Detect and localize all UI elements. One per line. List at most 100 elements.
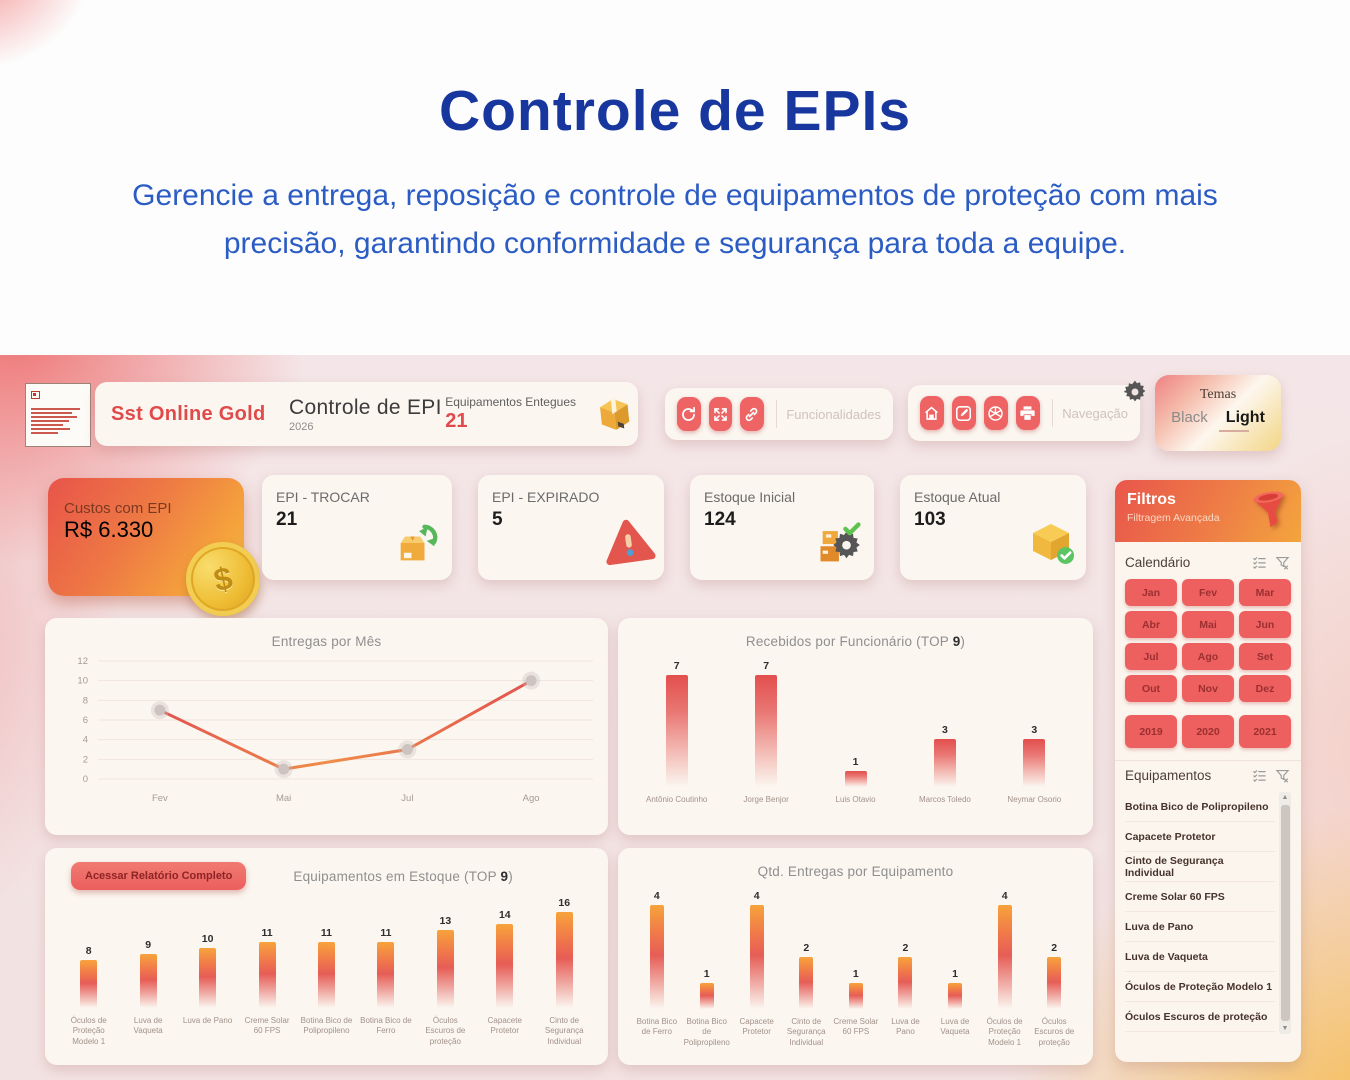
theme-black-option[interactable]: Black <box>1171 409 1208 426</box>
kpi-label: EPI - EXPIRADO <box>492 489 600 505</box>
multi-select-icon[interactable] <box>1251 554 1268 571</box>
expand-button[interactable] <box>708 397 733 431</box>
month-button-fev[interactable]: Fev <box>1182 579 1234 606</box>
bar-value-label: 3 <box>1031 724 1038 736</box>
chart-bar[interactable] <box>317 942 335 1008</box>
year-button-2019[interactable]: 2019 <box>1125 715 1177 748</box>
month-button-mai[interactable]: Mai <box>1182 611 1234 638</box>
scroll-up-icon[interactable]: ▲ <box>1281 794 1289 801</box>
theme-light-option[interactable]: Light <box>1225 409 1265 426</box>
equipment-item[interactable]: Luva de Pano <box>1125 912 1275 942</box>
svg-text:10: 10 <box>77 676 88 687</box>
month-button-nov[interactable]: Nov <box>1182 675 1234 702</box>
kpi-value: 21 <box>276 509 298 530</box>
bar-chart-plot: 7 Antônio Coutinho 7 Jorge Benjor 1 Luis Otav… <box>626 655 1085 831</box>
year-button-2020[interactable]: 2020 <box>1182 715 1234 748</box>
pinwheel-icon <box>988 405 1003 421</box>
equipment-item[interactable]: Capacete Protetor <box>1125 822 1275 852</box>
scrollbar[interactable]: ▲ ▼ <box>1279 792 1291 1034</box>
print-button[interactable] <box>1015 396 1040 430</box>
chart-column: 1 Luis Otavio <box>811 655 900 831</box>
chart-bar[interactable] <box>665 675 688 787</box>
chart-bar[interactable] <box>755 675 778 787</box>
chart-bar[interactable] <box>997 905 1012 1009</box>
equipment-item[interactable]: Botina Bico de Polipropileno <box>1125 792 1275 822</box>
month-button-dez[interactable]: Dez <box>1239 675 1291 702</box>
chart-recebidos-por-funcionario: Recebidos por Funcionário (TOP 9) 7 Antôn… <box>618 618 1093 835</box>
bar-category-label: Jorge Benjor <box>743 795 789 804</box>
edit-icon <box>956 405 972 421</box>
scroll-down-icon[interactable]: ▼ <box>1281 1025 1289 1032</box>
temas-card: Temas Black Light <box>1155 375 1281 451</box>
chart-bar[interactable] <box>377 942 395 1008</box>
month-button-out[interactable]: Out <box>1125 675 1177 702</box>
filters-header: Filtros Filtragem Avançada <box>1115 480 1301 542</box>
bar-category-label: Botina Bico de Polipropileno <box>683 1017 730 1047</box>
broken-image-placeholder <box>25 383 91 447</box>
equipment-item[interactable]: Óculos Escuros de proteção <box>1125 1002 1275 1032</box>
chart-bar[interactable] <box>1047 957 1062 1009</box>
chart-bar[interactable] <box>844 771 867 787</box>
month-button-set[interactable]: Set <box>1239 643 1291 670</box>
bar-category-label: Botina Bico de Polipropileno <box>300 1016 353 1036</box>
bar-value-label: 2 <box>902 942 909 954</box>
chart-bar[interactable] <box>199 948 217 1008</box>
chart-bar[interactable] <box>649 905 664 1009</box>
equipment-item[interactable]: Óculos de Proteção Modelo 1 <box>1125 972 1275 1002</box>
year-button-2021[interactable]: 2021 <box>1239 715 1291 748</box>
link-button[interactable] <box>740 397 764 431</box>
month-button-jun[interactable]: Jun <box>1239 611 1291 638</box>
equipment-item[interactable]: Luva de Vaqueta <box>1125 942 1275 972</box>
clear-filter-icon[interactable] <box>1274 767 1291 784</box>
bar-category-label: Neymar Osorio <box>1007 795 1062 804</box>
filters-title: Filtros <box>1127 491 1176 508</box>
scrollbar-thumb[interactable] <box>1280 805 1290 1021</box>
home-button[interactable] <box>920 396 944 430</box>
bar-chart-plot: 8 Óculos de Proteção Modelo 1 9 Luva de Vaq… <box>53 892 600 1052</box>
refresh-button[interactable] <box>677 397 701 431</box>
page-title: Controle de EPIs <box>438 79 912 143</box>
chart-bar[interactable] <box>258 942 276 1008</box>
chart-bar[interactable] <box>933 739 956 787</box>
bar-value-label: 2 <box>803 942 810 954</box>
equipment-item[interactable]: Cinto de Segurança Individual <box>1125 852 1275 882</box>
bar-value-label: 7 <box>673 660 680 672</box>
chart-bar[interactable] <box>898 957 913 1009</box>
month-button-mar[interactable]: Mar <box>1239 579 1291 606</box>
chart-bar[interactable] <box>948 983 963 1009</box>
brand-name: Sst Online Gold <box>111 402 266 425</box>
chart-bar[interactable] <box>1023 739 1046 787</box>
chart-bar[interactable] <box>80 960 98 1008</box>
pinwheel-button[interactable] <box>983 396 1008 430</box>
broken-image-icon <box>31 391 40 399</box>
chart-bar[interactable] <box>436 930 454 1008</box>
chart-bar[interactable] <box>139 954 157 1008</box>
bar-category-label: Cinto de Segurança Individual <box>786 1017 826 1047</box>
chart-bar[interactable] <box>699 983 714 1009</box>
gear-icon[interactable] <box>1122 379 1148 405</box>
svg-text:2: 2 <box>83 754 88 765</box>
equipment-item[interactable]: Creme Solar 60 FPS <box>1125 882 1275 912</box>
full-report-button[interactable]: Acessar Relatório Completo <box>71 862 247 890</box>
clear-filter-icon[interactable] <box>1274 554 1291 571</box>
bar-value-label: 11 <box>320 927 333 939</box>
month-button-jan[interactable]: Jan <box>1125 579 1177 606</box>
edit-button[interactable] <box>951 396 976 430</box>
bar-category-label: Luva de Vaqueta <box>940 1017 970 1037</box>
chart-bar[interactable] <box>496 924 514 1008</box>
report-year: 2026 <box>289 420 314 433</box>
month-button-jul[interactable]: Jul <box>1125 643 1177 670</box>
multi-select-icon[interactable] <box>1251 767 1268 784</box>
chart-column: 16 Cinto de Segurança Individual <box>535 892 594 1052</box>
chart-bar[interactable] <box>799 957 814 1009</box>
chart-bar[interactable] <box>555 912 573 1008</box>
delivered-label: Equipamentos Entegues <box>445 395 576 409</box>
chart-bar[interactable] <box>848 983 863 1009</box>
chart-column: 4 Botina Bico de Ferro <box>632 885 682 1053</box>
kpi-label: EPI - TROCAR <box>276 489 370 505</box>
month-button-abr[interactable]: Abr <box>1125 611 1177 638</box>
chart-bar[interactable] <box>749 905 764 1009</box>
bar-category-label: Luva de Vaqueta <box>133 1016 163 1036</box>
printer-icon <box>1020 405 1035 420</box>
month-button-ago[interactable]: Ago <box>1182 643 1234 670</box>
